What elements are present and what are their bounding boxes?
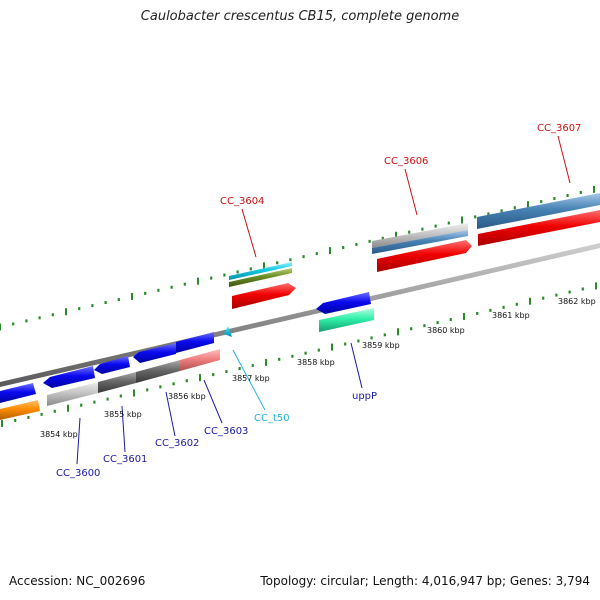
gene-label-cc-t50[interactable]: CC_t50 [254,413,290,424]
footer-stats: Topology: circular; Length: 4,016,947 bp… [260,574,590,588]
gene-feature-cc-3606[interactable] [372,223,472,272]
forward-strand-track [229,193,600,309]
tick-label: 3854 kbp [40,430,78,439]
gene-label-cc-3607[interactable]: CC_3607 [537,123,581,134]
tick-label: 3861 kbp [492,311,530,320]
tick-label: 3859 kbp [362,341,400,350]
gene-feature-cc-3600[interactable] [0,366,98,420]
tick-label: 3856 kbp [168,392,206,401]
gene-label-cc-3602[interactable]: CC_3602 [155,438,199,449]
outer-tick-ring [0,185,595,331]
tick-label: 3862 kbp [558,297,596,306]
gene-label-cc-3606[interactable]: CC_3606 [384,156,428,167]
reverse-strand-track [0,292,374,420]
kbp-scale-labels: 3854 kbp 3855 kbp 3856 kbp 3857 kbp 3858… [40,297,596,439]
tick-label: 3857 kbp [232,374,270,383]
gene-label-leaders [76,135,571,465]
page-title: Caulobacter crescentus CB15, complete ge… [140,9,460,24]
gene-feature-cc-3602[interactable] [133,343,180,383]
tick-label: 3860 kbp [427,326,465,335]
tick-label: 3858 kbp [297,358,335,367]
gene-labels: CC_3604 CC_3606 CC_3607 CC_3600 CC_3601 … [56,123,581,479]
gene-feature-cc-3604[interactable] [229,262,296,309]
inner-tick-ring [1,282,597,428]
gene-label-uppp[interactable]: uppP [352,391,377,402]
gene-feature-uppp[interactable] [316,292,374,332]
footer-accession: Accession: NC_002696 [9,574,146,588]
gene-feature-cc-3601[interactable] [94,356,136,393]
gene-feature-cc-t50[interactable] [224,326,232,337]
gene-label-cc-3601[interactable]: CC_3601 [103,454,147,465]
gene-label-cc-3600[interactable]: CC_3600 [56,468,100,479]
gene-label-cc-3604[interactable]: CC_3604 [220,196,264,207]
tick-label: 3855 kbp [104,410,142,419]
gene-feature-cc-3603[interactable] [176,332,220,371]
gene-label-cc-3603[interactable]: CC_3603 [204,426,248,437]
gene-feature-cc-3607[interactable] [477,193,600,246]
